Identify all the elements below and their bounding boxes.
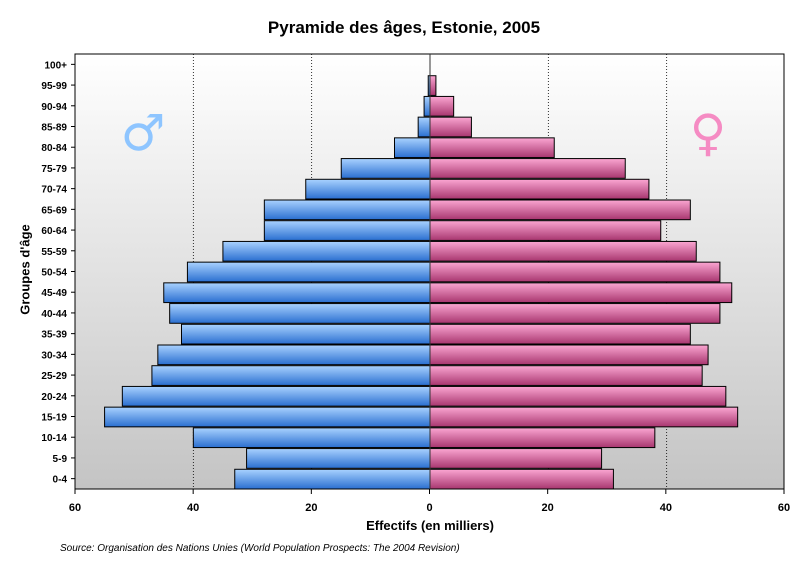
chart-title: Pyramide des âges, Estonie, 2005: [267, 18, 541, 37]
bar-female: [429, 323, 691, 345]
bar-female: [429, 365, 703, 386]
bar-female: [429, 448, 603, 469]
bar-female: [429, 220, 662, 241]
x-tick-label: 60: [69, 502, 81, 514]
x-tick-label: 20: [305, 502, 317, 514]
bar-female: [429, 199, 691, 221]
bar-female: [429, 116, 472, 138]
bar-male: [151, 365, 431, 386]
bar-male: [192, 427, 431, 449]
bar-female: [429, 75, 437, 96]
bar-female: [429, 344, 709, 366]
y-tick-label: 80-84: [41, 143, 67, 154]
y-tick-label: 85-89: [41, 123, 67, 134]
bar-female: [429, 95, 455, 117]
bar-female: [429, 158, 626, 179]
bar-male: [186, 261, 431, 283]
bar-female: [429, 137, 555, 159]
bar-male: [263, 199, 431, 221]
bar-female: [429, 240, 697, 262]
x-axis-label: Effectifs (en milliers): [366, 518, 494, 533]
y-tick-label: 100+: [44, 60, 67, 71]
y-tick-label: 45-49: [41, 288, 67, 299]
bar-male: [417, 116, 431, 138]
bar-male: [222, 240, 431, 262]
y-tick-label: 70-74: [41, 185, 67, 196]
y-tick-label: 75-79: [41, 164, 67, 175]
y-tick-label: 90-94: [41, 102, 67, 113]
y-tick-label: 10-14: [41, 433, 67, 444]
x-tick-label: 60: [778, 502, 790, 514]
y-tick-label: 30-34: [41, 350, 67, 361]
source-note: Source: Organisation des Nations Unies (…: [60, 543, 460, 554]
y-tick-label: 15-19: [41, 413, 67, 424]
bar-female: [429, 303, 721, 324]
bar-male: [169, 303, 431, 324]
bar-female: [429, 385, 727, 407]
y-tick-label: 55-59: [41, 247, 67, 258]
y-tick-label: 60-64: [41, 226, 67, 237]
bar-female: [429, 427, 656, 449]
bar-male: [305, 178, 431, 200]
bar-female: [429, 261, 721, 283]
x-tick-label: 0: [426, 502, 432, 514]
y-tick-label: 35-39: [41, 330, 67, 341]
y-tick-label: 0-4: [53, 475, 68, 486]
bar-male: [394, 137, 431, 159]
bar-female: [429, 178, 650, 200]
male-symbol-icon: ♂: [121, 104, 166, 162]
y-tick-label: 25-29: [41, 371, 67, 382]
y-tick-label: 95-99: [41, 81, 67, 92]
bar-male: [234, 468, 431, 490]
y-tick-label: 40-44: [41, 309, 67, 320]
bar-male: [104, 406, 431, 428]
bar-female: [429, 406, 739, 428]
y-tick-label: 65-69: [41, 205, 67, 216]
y-tick-label: 20-24: [41, 392, 67, 403]
bar-male: [263, 220, 431, 241]
x-tick-label: 40: [187, 502, 199, 514]
bar-male: [157, 344, 431, 366]
female-symbol-icon: ♀: [690, 104, 727, 162]
bar-female: [429, 282, 733, 304]
bar-male: [340, 158, 431, 179]
y-tick-label: 50-54: [41, 268, 67, 279]
x-tick-label: 20: [542, 502, 554, 514]
bar-male: [181, 323, 431, 345]
bar-female: [429, 468, 614, 490]
bar-male: [423, 95, 431, 117]
bar-male: [163, 282, 431, 304]
bar-male: [246, 448, 431, 469]
x-tick-label: 40: [660, 502, 672, 514]
y-tick-label: 5-9: [53, 454, 68, 465]
bar-male: [121, 385, 431, 407]
